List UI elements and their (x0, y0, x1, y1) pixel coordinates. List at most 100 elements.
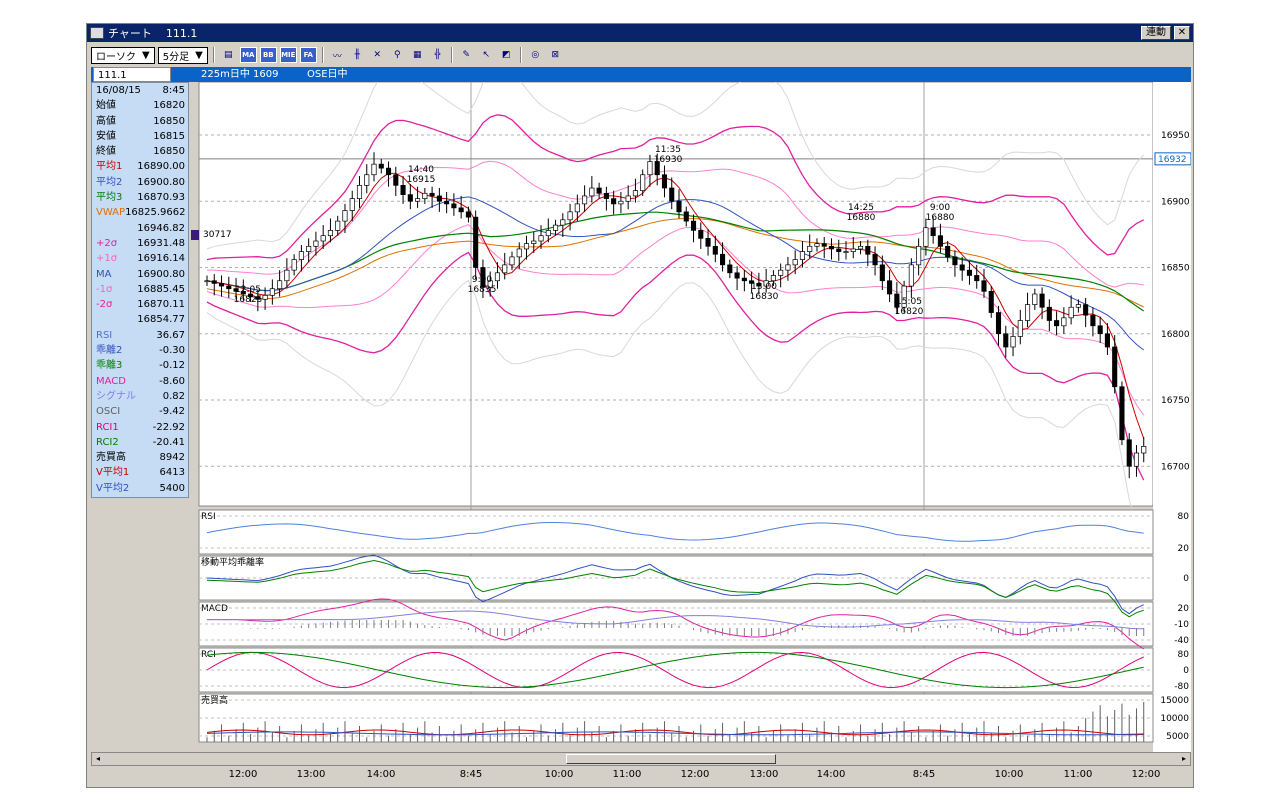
data-panel-label: 高値 (96, 115, 116, 127)
data-panel-label: 平均3 (96, 192, 123, 204)
bollinger-3sigma-upper (206, 82, 1145, 250)
toolbar: ローソク ▼ 5分足 ▼ ▤ MA BB MIE FA 〰 ╫ ✕ ⚲ ▦ ╬ … (87, 44, 1193, 66)
chart-canvas[interactable]: 16950 16900 16850 16800 16750 16700 16932 30717… (91, 82, 1191, 754)
close-button[interactable]: ✕ (1174, 26, 1190, 40)
data-panel-row: 平均1 16890.00 (92, 159, 188, 174)
scroll-left-icon[interactable]: ◂ (95, 754, 100, 763)
candle-chart-icon[interactable]: ╫ (354, 50, 360, 60)
candle (1054, 320, 1060, 327)
bb-button[interactable]: BB (259, 47, 277, 63)
data-panel-row: 16946.82 (92, 221, 188, 236)
code-input[interactable]: 111.1 (93, 67, 171, 82)
zoom-icon[interactable]: ⚲ (393, 50, 401, 60)
period-select[interactable]: 5分足 ▼ (157, 46, 208, 64)
toolbar-separator (321, 47, 324, 63)
candle (1141, 446, 1147, 454)
link-button[interactable]: 連動 (1141, 26, 1171, 40)
chart-area[interactable]: 16950 16900 16850 16800 16750 16700 16932 30717… (91, 82, 1191, 754)
sub-y-tick-label: 80 (1178, 512, 1190, 522)
data-panel-value: 16850 (153, 146, 185, 158)
data-panel-row: MACD -8.60 (92, 374, 188, 389)
eraser-icon[interactable]: ◩ (502, 50, 511, 60)
data-panel-value: 16870.93 (137, 192, 185, 204)
y-tick-label: 16750 (1161, 396, 1190, 406)
price-annotation-time: 14:40 (408, 165, 434, 175)
grid-icon[interactable]: ▦ (413, 50, 422, 60)
mie-button[interactable]: MIE (279, 47, 297, 63)
bollinger-1sigma-lower (206, 224, 1145, 416)
sub-y-tick-label: -10 (1174, 620, 1189, 630)
candle (1039, 293, 1045, 308)
price-annotation-value: 16825 (234, 295, 263, 305)
fa-button[interactable]: FA (299, 47, 317, 63)
x-axis-label: 11:00 (1063, 769, 1093, 780)
data-panel-value: 16870.11 (137, 299, 185, 311)
data-panel-label: RCI1 (96, 421, 119, 433)
candle-type-select[interactable]: ローソク ▼ (91, 46, 155, 64)
candle (473, 216, 479, 268)
candle (756, 283, 762, 287)
candle (277, 280, 283, 290)
line-chart-icon[interactable]: 〰 (332, 51, 342, 62)
scroll-right-icon[interactable]: ▸ (1181, 754, 1186, 763)
chart-settings-icon[interactable]: ▤ (224, 50, 233, 60)
data-panel-row: 高値 16850 (92, 114, 188, 129)
data-panel-row: OSCI -9.42 (92, 404, 188, 419)
candle (945, 245, 951, 258)
scroll-thumb[interactable] (566, 754, 776, 764)
candle (560, 219, 566, 226)
price-annotation-value: 16830 (750, 292, 779, 302)
x-axis-label: 8:45 (459, 769, 483, 780)
sub-y-tick-label: 0 (1183, 574, 1189, 584)
candle (415, 198, 421, 202)
horizontal-scrollbar[interactable]: ◂ ▸ (91, 752, 1191, 766)
candle (676, 200, 682, 213)
current-price-label: 16932 (1158, 155, 1187, 165)
data-panel-label: 乖離3 (96, 360, 123, 372)
trend-icon[interactable]: ⊠ (551, 50, 560, 60)
cursor-icon[interactable]: ↖ (482, 50, 491, 60)
x-axis-label: 12:00 (680, 769, 710, 780)
data-panel-label: 16/08/15 (96, 85, 141, 96)
y-tick-label: 16700 (1161, 462, 1190, 472)
title-bar: チャート 111.1 連動 ✕ (87, 24, 1193, 42)
candle (698, 230, 704, 239)
candle (371, 163, 377, 176)
sub-y-tick-label: 0 (1183, 666, 1189, 676)
data-panel-row: シグナル 0.82 (92, 389, 188, 404)
pen-icon[interactable]: ✎ (462, 50, 471, 60)
candle (821, 243, 827, 247)
data-panel-value: 16900.80 (137, 268, 185, 280)
data-panel-row: 乖離2 -0.30 (92, 343, 188, 358)
candle (596, 187, 602, 194)
data-panel-value: -0.12 (159, 360, 185, 372)
data-panel-row: V平均1 6413 (92, 465, 188, 480)
data-panel-label: OSCI (96, 406, 121, 418)
data-panel-label: MA (96, 268, 112, 280)
cross-icon[interactable]: ✕ (373, 50, 382, 60)
data-panel-label: -2σ (96, 299, 113, 311)
data-panel-label: V平均1 (96, 467, 130, 479)
price-annotation-time: 15:05 (896, 297, 922, 307)
data-panel-value: 16815 (153, 130, 185, 142)
x-axis-label: 13:00 (296, 769, 326, 780)
sub-chart-title: RSI (201, 512, 216, 522)
ma3-line (206, 211, 1145, 312)
sub-y-tick-label: 20 (1178, 544, 1190, 554)
candle (1003, 333, 1009, 348)
candle (799, 251, 805, 260)
candle (1090, 314, 1096, 327)
candle (872, 253, 878, 266)
candle (320, 235, 326, 242)
candle (850, 248, 856, 252)
bollinger-1sigma-upper (207, 160, 1144, 288)
candle (887, 280, 893, 295)
search-icon[interactable]: ◎ (531, 50, 540, 60)
price-annotation-value: 16915 (407, 175, 436, 185)
ma-button[interactable]: MA (239, 47, 257, 63)
candle (509, 256, 515, 266)
indicator-icon[interactable]: ╬ (434, 50, 440, 60)
chart-window: チャート 111.1 連動 ✕ ローソク ▼ 5分足 ▼ ▤ MA BB MIE… (86, 23, 1194, 788)
candle (545, 230, 551, 237)
candle (959, 264, 965, 271)
